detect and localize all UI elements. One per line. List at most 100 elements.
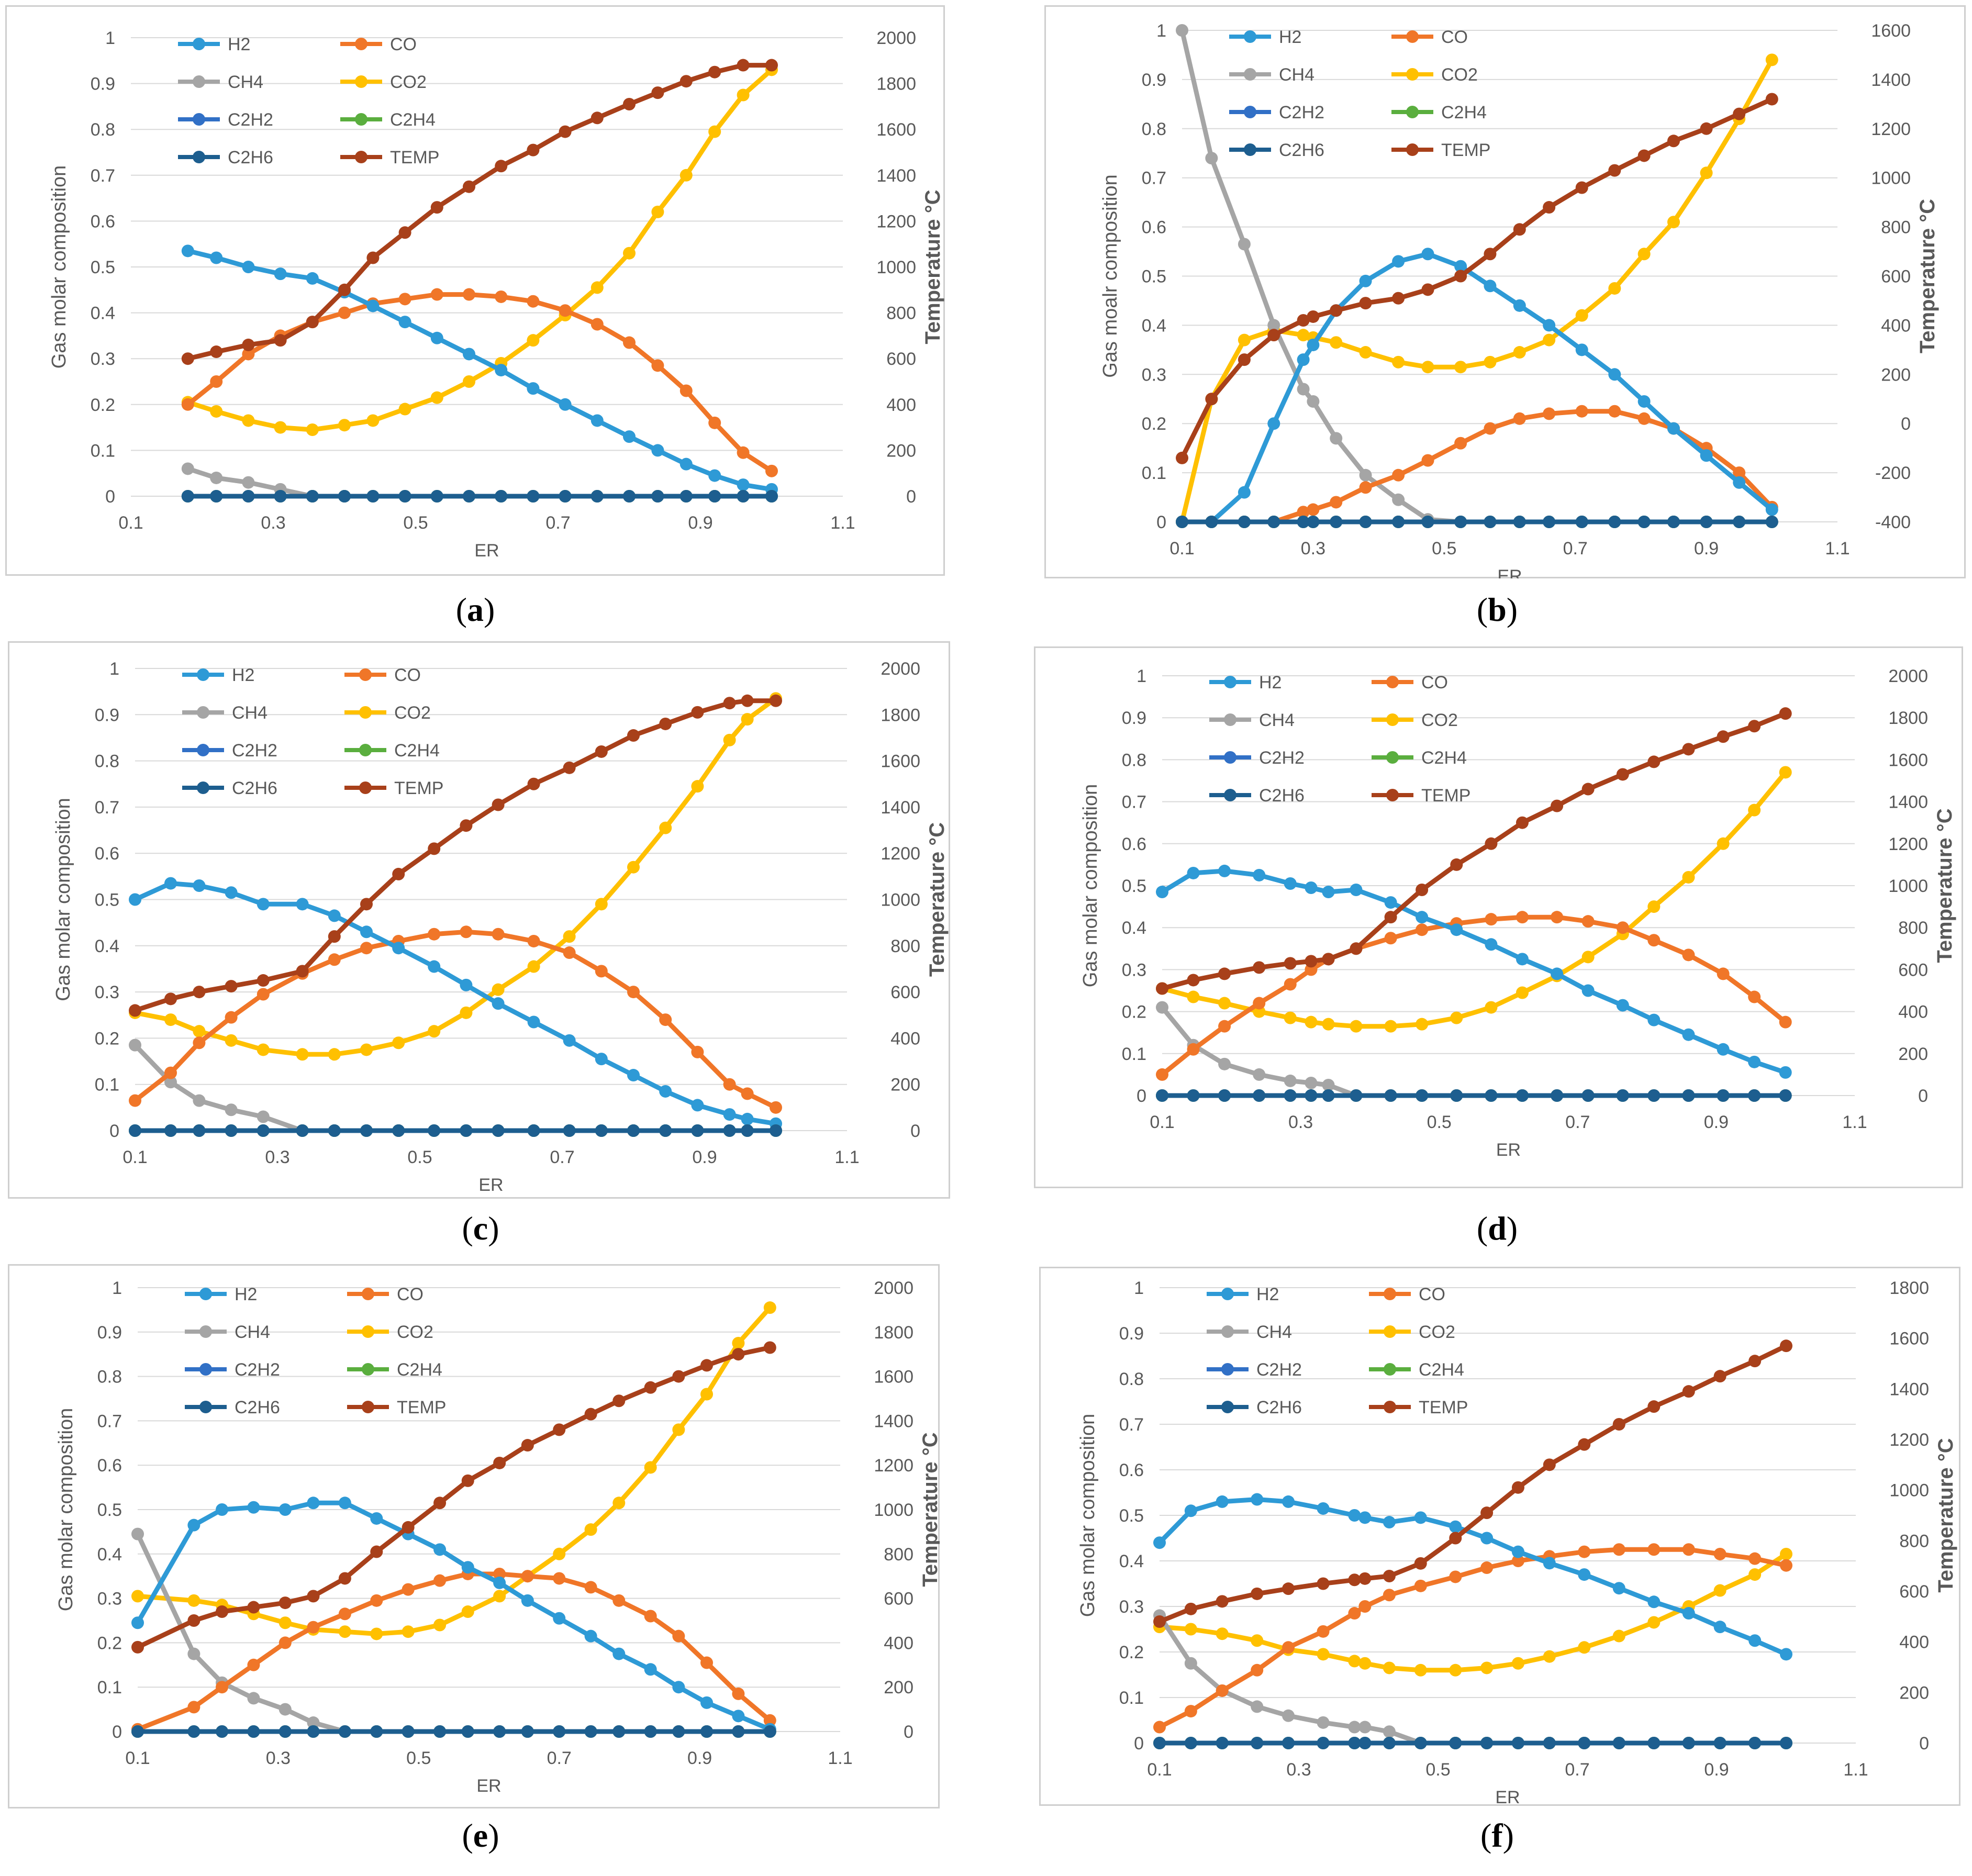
data-point-co2: [1348, 1655, 1361, 1668]
data-point-h2: [595, 1053, 608, 1066]
data-point-temp: [430, 201, 443, 214]
data-point-c2h6: [366, 490, 380, 502]
series-line-ch4: [133, 1043, 776, 1133]
y-tick-label: 0: [112, 1722, 122, 1742]
y2-tick-label: 1200: [874, 1456, 913, 1476]
data-point-h2: [274, 267, 287, 281]
y2-tick-label: 1200: [1871, 119, 1911, 139]
y-tick-label: 0.2: [97, 1633, 122, 1653]
data-point-h2: [193, 879, 206, 892]
data-point-h2: [1516, 953, 1529, 966]
data-point-h2: [659, 1085, 672, 1098]
data-point-temp: [1392, 292, 1405, 305]
y-tick-label: 0.5: [95, 890, 119, 910]
data-point-h2: [1480, 1532, 1494, 1545]
legend-marker-c2h2: [193, 113, 205, 126]
data-point-c2h6: [1282, 1737, 1295, 1749]
data-point-temp: [1384, 911, 1397, 924]
x-tick-label: 1.1: [828, 1748, 852, 1768]
data-point-temp: [1416, 884, 1429, 897]
data-point-c2h6: [1416, 1089, 1429, 1102]
y2-tick-label: 1000: [1889, 1481, 1929, 1501]
legend-marker-h2: [1221, 1288, 1234, 1300]
data-point-co: [527, 295, 540, 308]
data-point-c2h6: [1748, 1089, 1761, 1102]
data-point-co: [1449, 1570, 1462, 1583]
x-tick-label: 0.5: [1425, 1760, 1450, 1780]
data-point-h2: [1307, 338, 1320, 351]
series-line-co2: [1161, 770, 1788, 1029]
data-point-c2h6: [1156, 1089, 1168, 1102]
legend-marker-c2h6: [1224, 789, 1236, 801]
series-line-h2: [187, 248, 772, 492]
series-line-h2: [1182, 251, 1774, 524]
data-point-ch4: [1251, 1700, 1264, 1713]
x-tick-label: 0.5: [403, 513, 428, 533]
x-tick-label: 1.1: [1825, 539, 1850, 559]
data-point-c2h6: [1450, 1089, 1463, 1102]
data-point-temp: [1414, 1557, 1427, 1570]
data-point-co: [595, 965, 608, 978]
data-point-temp: [242, 338, 255, 351]
data-point-h2: [591, 414, 604, 427]
y2-tick-label: 400: [1899, 1633, 1929, 1652]
data-point-co2: [306, 423, 319, 436]
data-point-co2: [1251, 1634, 1264, 1647]
legend-marker-c2h4: [362, 1363, 374, 1376]
data-point-co2: [164, 1013, 177, 1026]
data-point-co: [1348, 1607, 1361, 1620]
chart-f-svg: 00.10.20.30.40.50.60.70.80.9102004006008…: [1077, 1278, 1957, 1806]
data-point-temp: [225, 980, 238, 993]
y2-tick-label: 1800: [876, 74, 916, 94]
data-point-co: [1779, 1015, 1792, 1029]
data-point-co: [1578, 1545, 1591, 1558]
data-point-co2: [461, 1605, 474, 1618]
x-tick-label: 0.9: [1704, 1760, 1729, 1780]
data-point-temp: [521, 1439, 534, 1452]
data-point-c2h6: [1284, 1089, 1297, 1102]
data-point-temp: [723, 697, 736, 710]
legend-label-co: CO: [397, 1285, 424, 1304]
data-point-c2h6: [584, 1725, 597, 1738]
y2-tick-label: 1400: [874, 1411, 913, 1431]
data-point-c2h6: [521, 1725, 534, 1738]
data-point-temp: [495, 160, 508, 173]
data-point-ch4: [1156, 1001, 1168, 1014]
y2-axis-label: Temperature °C: [1916, 199, 1939, 353]
data-point-c2h6: [1700, 516, 1713, 528]
data-point-h2: [1216, 1495, 1229, 1508]
data-point-co2: [1516, 986, 1529, 999]
y2-tick-label: 200: [1881, 365, 1911, 385]
legend-label-co2: CO2: [1421, 710, 1458, 730]
data-point-h2: [1297, 353, 1310, 366]
y-tick-label: 0: [109, 1121, 119, 1141]
data-point-h2: [1454, 260, 1467, 273]
series-line-co: [186, 292, 773, 473]
data-point-temp: [644, 1381, 657, 1394]
data-point-co2: [1184, 1623, 1197, 1636]
y-tick-label: 0.7: [1119, 1415, 1144, 1435]
data-point-co2: [1218, 997, 1231, 1010]
data-point-temp: [623, 98, 636, 111]
data-point-temp: [460, 819, 473, 832]
legend-marker-c2h2: [1224, 751, 1236, 764]
data-point-c2h6: [763, 1725, 776, 1738]
data-point-h2: [1414, 1511, 1427, 1524]
legend-label-h2: H2: [1279, 27, 1301, 47]
data-point-c2h6: [1647, 1089, 1661, 1102]
x-tick-label: 0.7: [1565, 1112, 1590, 1132]
data-point-c2h6: [1575, 516, 1588, 528]
data-point-co: [651, 359, 664, 372]
data-point-h2: [1578, 1568, 1591, 1581]
y-tick-label: 0.6: [95, 844, 119, 864]
data-point-temp: [741, 694, 754, 707]
y-tick-label: 0.5: [1119, 1506, 1144, 1526]
y2-tick-label: 1800: [881, 705, 920, 725]
data-point-c2h6: [1516, 1089, 1529, 1102]
y-tick-label: 0.7: [95, 798, 119, 818]
y2-tick-label: 1000: [1871, 169, 1911, 188]
y2-tick-label: 600: [1899, 1582, 1929, 1602]
data-point-c2h6: [1454, 516, 1467, 528]
data-point-co2: [257, 1043, 270, 1056]
x-tick-label: 0.9: [687, 1748, 712, 1768]
